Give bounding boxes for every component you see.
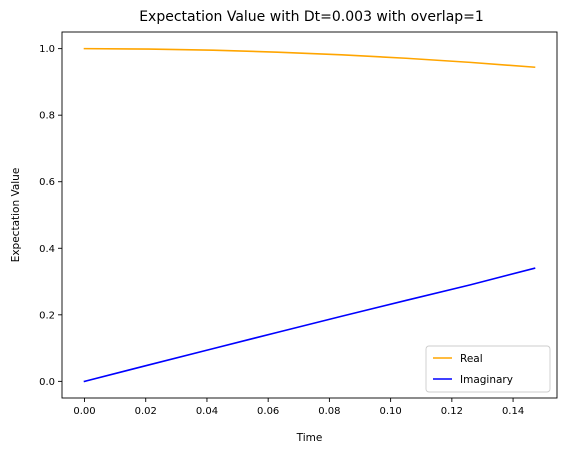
y-tick-label: 0.2 (39, 310, 55, 321)
legend: Real Imaginary (425, 345, 551, 393)
y-tick-label: 1.0 (39, 44, 55, 55)
y-axis-label: Expectation Value (10, 168, 22, 263)
x-tick-label: 0.12 (441, 406, 463, 417)
y-tick-label: 0.4 (39, 244, 55, 255)
x-tick-label: 0.08 (318, 406, 340, 417)
chart-title: Expectation Value with Dt=0.003 with ove… (139, 9, 484, 25)
x-tick-label: 0.00 (73, 406, 95, 417)
x-axis-label: Time (296, 432, 323, 444)
legend-label-real: Real (460, 353, 483, 365)
x-tick-label: 0.10 (379, 406, 401, 417)
axes-frame (61, 31, 558, 399)
y-tick-label: 0.6 (39, 177, 55, 188)
x-tick-label: 0.02 (135, 406, 157, 417)
series-line-imaginary (83, 267, 536, 383)
legend-label-imaginary: Imaginary (460, 374, 513, 386)
x-tick-label: 0.14 (502, 406, 524, 417)
plot-area: 0.00 0.02 0.04 0.06 0.08 0.10 0.12 0.14 0.0 0.2 0.… (39, 31, 558, 417)
y-tick-label: 0.0 (39, 377, 55, 388)
legend-box (425, 345, 551, 393)
y-tick-label: 0.8 (39, 111, 55, 122)
series-line-real (83, 47, 536, 69)
x-tick-label: 0.04 (196, 406, 218, 417)
x-tick-label: 0.06 (257, 406, 279, 417)
